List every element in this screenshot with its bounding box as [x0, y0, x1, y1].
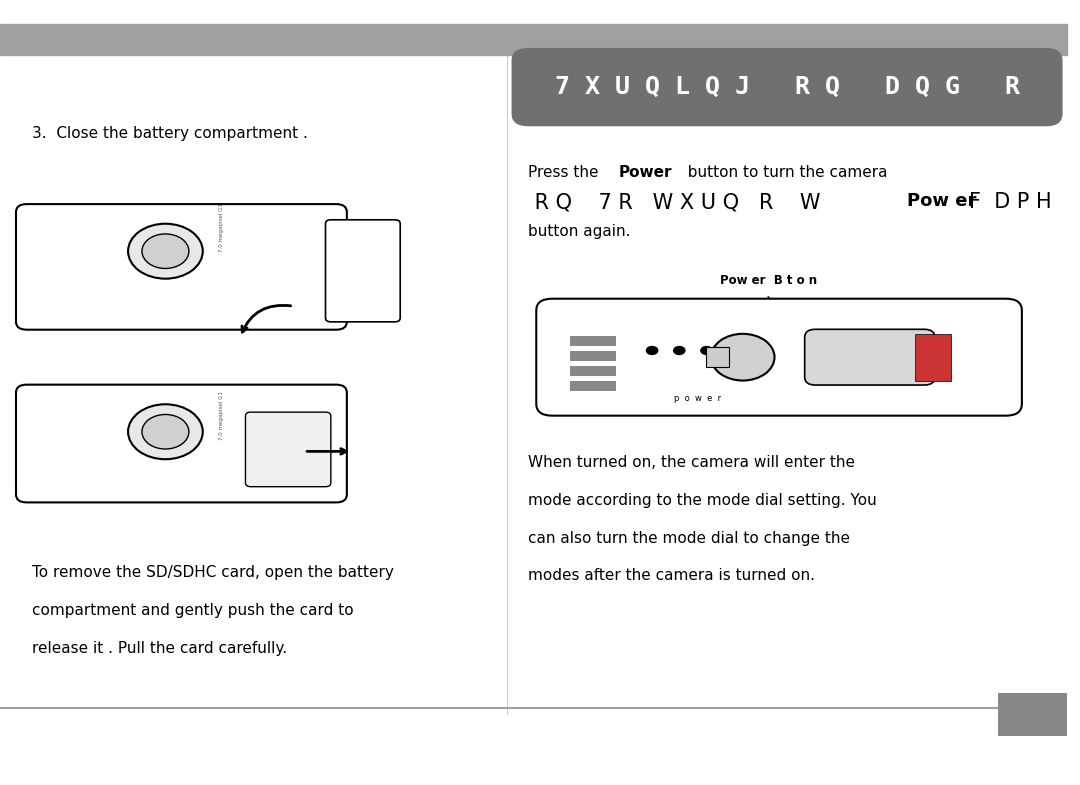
Text: F  D P H: F D P H — [969, 192, 1052, 212]
Text: modes after the camera is turned on.: modes after the camera is turned on. — [528, 568, 815, 583]
Circle shape — [646, 346, 659, 355]
FancyBboxPatch shape — [512, 49, 1062, 126]
FancyBboxPatch shape — [16, 204, 347, 330]
FancyBboxPatch shape — [805, 330, 935, 385]
Circle shape — [700, 346, 713, 355]
Text: Pow er  B t o n: Pow er B t o n — [720, 273, 816, 287]
Text: mode according to the mode dial setting. You: mode according to the mode dial setting.… — [528, 493, 877, 508]
Circle shape — [141, 414, 189, 449]
Text: Press the: Press the — [528, 165, 604, 180]
FancyBboxPatch shape — [16, 385, 347, 502]
Bar — [706, 347, 729, 367]
Circle shape — [711, 334, 774, 381]
Text: ■■: ■■ — [1011, 735, 1038, 749]
Bar — [915, 334, 951, 381]
Circle shape — [141, 234, 189, 268]
Text: To remove the SD/SDHC card, open the battery: To remove the SD/SDHC card, open the bat… — [32, 565, 394, 580]
Text: Pow er: Pow er — [907, 192, 976, 210]
Text: R Q    7 R   W X U Q   R    W: R Q 7 R W X U Q R W — [528, 192, 821, 212]
Circle shape — [129, 224, 203, 279]
Text: 7.0 megapixel G1: 7.0 megapixel G1 — [219, 203, 224, 252]
Bar — [998, 693, 1067, 736]
Bar — [570, 351, 616, 361]
Text: button to turn the camera: button to turn the camera — [677, 165, 887, 180]
Text: When turned on, the camera will enter the: When turned on, the camera will enter th… — [528, 455, 855, 470]
Text: 7 X U Q L Q J   R Q   D Q G   R: 7 X U Q L Q J R Q D Q G R — [554, 75, 1020, 99]
Bar — [0, 24, 1067, 55]
Text: 3.  Close the battery compartment .: 3. Close the battery compartment . — [32, 126, 308, 141]
FancyBboxPatch shape — [325, 220, 401, 322]
FancyBboxPatch shape — [245, 412, 330, 487]
Text: can also turn the mode dial to change the: can also turn the mode dial to change th… — [528, 531, 850, 546]
Text: release it . Pull the card carefully.: release it . Pull the card carefully. — [32, 641, 287, 655]
Text: button again.: button again. — [528, 224, 631, 239]
Circle shape — [129, 404, 203, 459]
Circle shape — [673, 346, 686, 355]
Circle shape — [727, 346, 740, 355]
Bar — [570, 381, 616, 390]
Text: compartment and gently push the card to: compartment and gently push the card to — [32, 603, 353, 618]
Bar — [570, 366, 616, 376]
FancyBboxPatch shape — [537, 298, 1022, 416]
Bar — [570, 337, 616, 346]
Text: p  o  w  e  r: p o w e r — [674, 394, 721, 403]
Text: 7.0 megapixel G1: 7.0 megapixel G1 — [219, 392, 224, 440]
Text: Power: Power — [619, 165, 673, 180]
